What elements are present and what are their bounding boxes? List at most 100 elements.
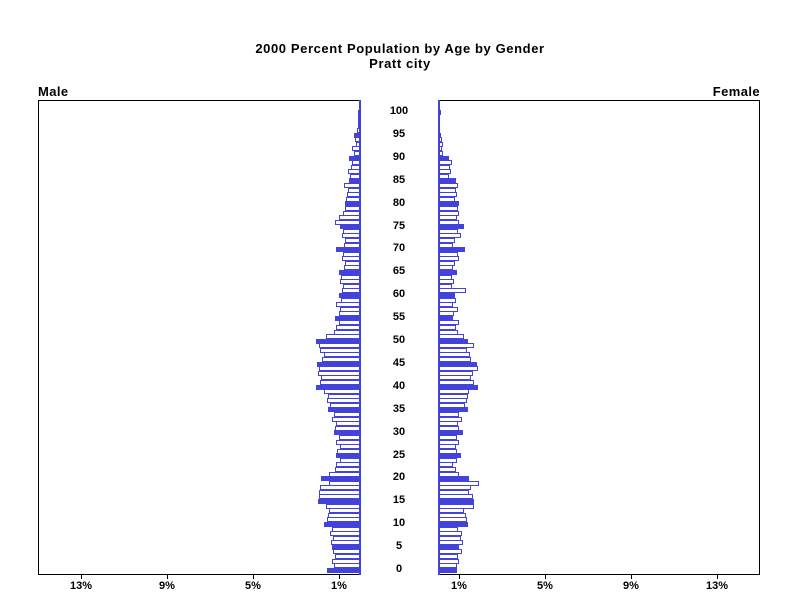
male-age-48-bar [320,347,360,353]
female-age-9-bar [438,526,458,532]
left-tick-5pct [253,575,254,579]
male-age-21-bar [329,471,360,477]
age-tick-85: 85 [392,173,406,186]
male-age-41-bar [320,379,360,385]
male-age-31-bar [335,425,360,431]
female-age-8-bar [438,531,462,537]
right-tick-1pct [459,575,460,579]
male-age-3-bar [335,554,360,559]
female-age-63-bar [438,279,454,285]
male-age-77-bar [339,215,360,220]
male-age-47-bar [324,352,360,358]
female-age-82-bar [438,192,457,198]
age-tick-55: 55 [392,311,406,324]
male-age-27-bar [340,444,360,449]
male-age-79-bar [345,205,360,211]
male-age-7-bar [333,535,360,541]
female-age-67-bar [438,260,455,266]
age-tick-30: 30 [392,425,406,438]
right-tick-label-9pct: 9% [623,580,639,592]
male-age-26-bar [337,448,360,454]
age-tick-75: 75 [392,219,406,232]
male-zero-axis [359,100,361,575]
male-age-53-bar [336,325,360,330]
male-age-20-bar [321,476,360,482]
female-age-46-bar [438,357,471,362]
male-age-16-bar [319,494,360,500]
male-age-72-bar [345,237,360,243]
left-tick-1pct [339,575,340,579]
male-age-67-bar [345,260,360,266]
male-age-58-bar [336,302,360,308]
male-age-52-bar [334,329,360,335]
female-axis-label: Female [712,84,760,99]
female-age-2-bar [438,558,459,564]
left-tick-13pct [81,575,82,579]
male-age-62-bar [343,283,360,289]
male-age-74-bar [343,228,360,234]
left-tick-label-13pct: 13% [69,580,93,592]
female-age-22-bar [438,466,456,472]
male-age-51-bar [326,334,360,340]
male-age-0-bar [327,567,360,573]
age-tick-35: 35 [392,402,406,415]
female-age-34-bar [438,412,459,417]
age-tick-45: 45 [392,356,406,369]
male-age-1-bar [334,563,360,569]
chart-title: 2000 Percent Population by Age by Gender [255,41,545,56]
female-age-15-bar [438,499,474,504]
female-age-31-bar [438,425,459,431]
female-age-56-bar [438,311,454,317]
female-age-41-bar [438,379,474,385]
female-age-73-bar [438,233,461,239]
female-age-1-bar [438,563,457,569]
male-age-44-bar [319,366,360,372]
male-age-12-bar [328,512,360,518]
male-plot-area [38,100,360,575]
female-age-24-bar [438,457,457,463]
female-age-75-bar [438,224,464,230]
left-tick-label-1pct: 1% [331,580,347,592]
male-age-70-bar [336,247,360,253]
right-tick-label-1pct: 1% [451,580,467,592]
male-age-35-bar [328,407,360,413]
male-age-45-bar [317,361,360,367]
male-age-40-bar [316,384,360,390]
chart-subtitle: Pratt city [369,56,431,71]
female-age-81-bar [438,196,455,202]
female-age-58-bar [438,302,453,308]
female-plot-area [438,100,760,575]
right-tick-5pct [545,575,546,579]
male-age-32-bar [336,421,360,427]
male-age-8-bar [330,531,360,537]
male-age-66-bar [344,265,360,271]
age-tick-10: 10 [392,517,406,530]
female-age-76-bar [438,219,459,225]
female-age-11-bar [438,517,467,523]
right-tick-label-5pct: 5% [537,580,553,592]
male-age-55-bar [335,315,360,321]
female-age-70-bar [438,247,465,253]
age-tick-70: 70 [392,242,406,255]
female-age-47-bar [438,352,470,358]
male-age-14-bar [326,503,360,509]
male-age-22-bar [335,466,360,472]
female-age-65-bar [438,270,457,275]
male-age-37-bar [327,398,360,404]
female-age-74-bar [438,228,458,234]
female-age-64-bar [438,274,452,280]
age-tick-20: 20 [392,471,406,484]
male-age-81-bar [346,196,360,202]
female-age-45-bar [438,361,477,367]
male-age-61-bar [342,288,360,294]
male-age-19-bar [329,480,360,486]
right-tick-13pct [717,575,718,579]
male-age-17-bar [319,489,360,495]
age-tick-5: 5 [395,540,403,553]
male-age-76-bar [335,219,360,225]
male-age-60-bar [339,292,360,298]
female-age-78-bar [438,210,459,216]
male-age-29-bar [339,434,360,440]
male-age-80-bar [345,201,360,207]
female-age-42-bar [438,375,471,381]
